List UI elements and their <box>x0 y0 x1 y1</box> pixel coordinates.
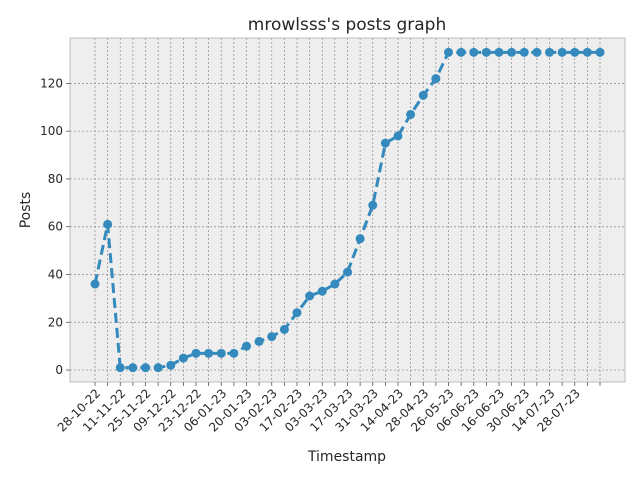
data-point <box>444 47 453 57</box>
data-point <box>456 47 466 57</box>
chart-title: mrowlsss's posts graph <box>248 15 446 35</box>
data-point <box>595 47 605 57</box>
data-point <box>279 324 289 334</box>
data-point <box>507 47 517 57</box>
data-point <box>494 47 504 57</box>
data-point <box>368 200 378 210</box>
data-point <box>343 267 352 277</box>
y-tick-label: 100 <box>40 124 63 138</box>
y-tick-label: 120 <box>40 76 63 90</box>
data-point <box>267 332 277 342</box>
data-point <box>128 363 138 373</box>
data-point <box>519 47 529 57</box>
data-point <box>545 47 554 57</box>
data-point <box>305 291 315 301</box>
data-point <box>317 286 327 296</box>
data-point <box>330 279 340 289</box>
data-point <box>431 74 441 84</box>
data-point <box>254 336 264 346</box>
data-point <box>115 363 125 373</box>
data-point <box>393 131 403 141</box>
data-point <box>557 47 567 57</box>
y-tick-label: 60 <box>48 220 63 234</box>
data-point <box>103 219 113 229</box>
data-point <box>406 109 416 119</box>
grid-lines <box>70 38 625 382</box>
data-point <box>166 360 176 370</box>
data-point <box>418 90 428 100</box>
y-tick-label: 40 <box>48 268 63 282</box>
data-point <box>229 348 239 358</box>
data-point <box>292 308 302 318</box>
data-point <box>178 353 188 363</box>
data-points <box>90 47 605 373</box>
data-point <box>153 363 163 373</box>
data-point <box>380 138 390 148</box>
y-tick-label: 80 <box>48 172 63 186</box>
data-point <box>355 234 365 244</box>
data-point <box>90 279 100 289</box>
data-point <box>481 47 491 57</box>
y-tick-label: 20 <box>48 315 63 329</box>
data-point <box>570 47 580 57</box>
data-point <box>204 348 214 358</box>
data-point <box>216 348 226 358</box>
data-point <box>141 363 150 373</box>
data-point <box>469 47 479 57</box>
data-point <box>532 47 542 57</box>
data-point <box>582 47 592 57</box>
y-axis-ticks: 0 20 40 60 80 100 120 <box>40 76 70 377</box>
y-tick-label: 0 <box>55 363 63 377</box>
y-axis-label: Posts <box>18 192 34 229</box>
x-axis-label: Timestamp <box>307 449 386 465</box>
data-point <box>191 348 201 358</box>
data-point <box>242 341 251 351</box>
